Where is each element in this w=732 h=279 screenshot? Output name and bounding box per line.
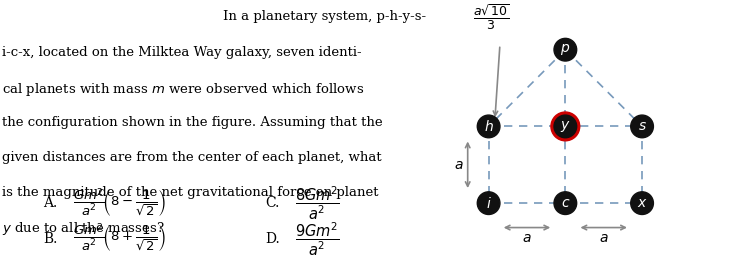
Text: given distances are from the center of each planet, what: given distances are from the center of e… bbox=[2, 151, 382, 164]
Circle shape bbox=[477, 115, 500, 138]
Text: i-c-x, located on the Milktea Way galaxy, seven identi-: i-c-x, located on the Milktea Way galaxy… bbox=[2, 46, 362, 59]
Text: $a$: $a$ bbox=[599, 231, 608, 245]
Text: $a$: $a$ bbox=[522, 231, 531, 245]
Circle shape bbox=[631, 115, 654, 138]
Text: $\mathit{p}$: $\mathit{p}$ bbox=[560, 42, 570, 57]
Text: $\dfrac{Gm^2}{a^2}\!\left(8-\dfrac{1}{\sqrt{2}}\right)$: $\dfrac{Gm^2}{a^2}\!\left(8-\dfrac{1}{\s… bbox=[72, 186, 165, 220]
Text: $a$: $a$ bbox=[454, 158, 464, 172]
Text: C.: C. bbox=[266, 196, 280, 210]
Text: $\mathit{i}$: $\mathit{i}$ bbox=[486, 196, 491, 211]
Text: cal planets with mass $m$ were observed which follows: cal planets with mass $m$ were observed … bbox=[2, 81, 365, 98]
Circle shape bbox=[554, 115, 577, 138]
Text: D.: D. bbox=[266, 232, 280, 246]
Text: $\mathit{h}$: $\mathit{h}$ bbox=[484, 119, 493, 134]
Circle shape bbox=[631, 192, 654, 215]
Text: the configuration shown in the figure. Assuming that the: the configuration shown in the figure. A… bbox=[2, 116, 383, 129]
Text: In a planetary system, p-h-y-s-: In a planetary system, p-h-y-s- bbox=[223, 10, 426, 23]
Text: A.: A. bbox=[42, 196, 57, 210]
Text: $\mathit{x}$: $\mathit{x}$ bbox=[637, 196, 647, 210]
Text: $\mathit{c}$: $\mathit{c}$ bbox=[561, 196, 570, 210]
Text: $\mathit{y}$: $\mathit{y}$ bbox=[560, 119, 571, 134]
Text: $\dfrac{9Gm^2}{a^2}$: $\dfrac{9Gm^2}{a^2}$ bbox=[296, 220, 340, 258]
Text: is the magnitude of the net gravitational force on planet: is the magnitude of the net gravitationa… bbox=[2, 186, 378, 199]
Circle shape bbox=[554, 192, 577, 215]
Text: $\mathit{s}$: $\mathit{s}$ bbox=[638, 119, 646, 133]
Circle shape bbox=[477, 192, 500, 215]
Circle shape bbox=[554, 38, 577, 61]
Text: B.: B. bbox=[42, 232, 57, 246]
Circle shape bbox=[551, 112, 580, 141]
Text: $y$ due to all the masses?: $y$ due to all the masses? bbox=[2, 220, 165, 237]
Text: $\dfrac{Gm^2}{a^2}\!\left(8+\dfrac{1}{\sqrt{2}}\right)$: $\dfrac{Gm^2}{a^2}\!\left(8+\dfrac{1}{\s… bbox=[72, 222, 165, 256]
Text: $\dfrac{8Gm^2}{a^2}$: $\dfrac{8Gm^2}{a^2}$ bbox=[296, 184, 340, 222]
Text: $\dfrac{a\sqrt{10}}{3}$: $\dfrac{a\sqrt{10}}{3}$ bbox=[473, 3, 509, 32]
